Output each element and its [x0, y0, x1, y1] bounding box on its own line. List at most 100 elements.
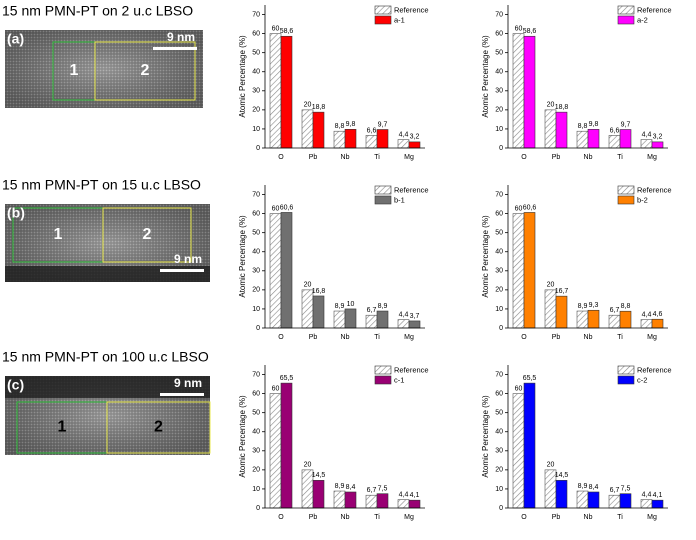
y-tick-label: 50	[252, 410, 260, 417]
value-label: 8,8	[578, 123, 588, 130]
value-label: 3,7	[410, 313, 420, 320]
y-tick-label: 70	[495, 191, 503, 198]
value-label: 20	[547, 102, 555, 109]
value-label: 20	[304, 282, 312, 289]
value-label: 6,6	[367, 127, 377, 134]
bar	[365, 494, 378, 509]
value-label: 4,4	[399, 131, 409, 138]
value-label: 65,5	[280, 375, 294, 382]
bar	[576, 490, 589, 509]
scale-bar-label: 9 nm	[167, 30, 195, 44]
value-label: 4,6	[653, 311, 663, 318]
y-tick-label: 70	[495, 11, 503, 18]
bar	[408, 141, 421, 149]
micrograph-shade	[5, 30, 203, 108]
region-label: 1	[54, 226, 63, 243]
bar	[587, 309, 600, 329]
x-tick-label: Ti	[617, 514, 623, 521]
legend-swatch	[374, 365, 392, 375]
value-label: 60	[515, 25, 523, 32]
bar	[544, 109, 557, 149]
y-tick-label: 20	[252, 467, 260, 474]
x-tick-label: Ti	[617, 334, 623, 341]
value-label: 3,2	[653, 134, 663, 141]
value-label: 8,4	[589, 484, 599, 491]
bar	[640, 139, 653, 149]
bar	[587, 129, 600, 149]
value-label: 58,6	[280, 28, 294, 35]
value-label: 4,4	[399, 311, 409, 318]
bar	[576, 310, 589, 329]
x-tick-label: Mg	[647, 154, 657, 161]
legend-swatch	[617, 5, 635, 15]
value-label: 9,8	[589, 121, 599, 128]
y-tick-label: 20	[495, 107, 503, 114]
y-tick-label: 50	[495, 50, 503, 57]
y-tick-label: 0	[499, 325, 503, 332]
value-label: 60	[272, 205, 280, 212]
bar	[397, 139, 410, 149]
y-tick-label: 10	[252, 126, 260, 133]
y-tick-label: 10	[495, 486, 503, 493]
bar	[312, 295, 325, 329]
panel-label: (b)	[7, 205, 25, 221]
value-label: 4,1	[653, 492, 663, 499]
x-tick-label: Ti	[374, 334, 380, 341]
value-label: 8,9	[578, 483, 588, 490]
y-tick-label: 30	[252, 268, 260, 275]
y-tick-label: 0	[256, 325, 260, 332]
y-tick-label: 40	[495, 69, 503, 76]
bar	[376, 310, 389, 329]
bar	[512, 33, 525, 149]
y-tick-label: 30	[252, 88, 260, 95]
legend-swatch	[617, 365, 635, 375]
legend-label: Reference	[637, 5, 672, 14]
region-box	[106, 401, 211, 454]
value-label: 9,3	[589, 302, 599, 309]
value-label: 65,5	[523, 375, 537, 382]
bar	[512, 393, 525, 509]
y-tick-label: 70	[495, 371, 503, 378]
region-label: 1	[58, 419, 67, 436]
y-tick-label: 0	[499, 145, 503, 152]
x-tick-label: Pb	[552, 514, 561, 521]
value-label: 6,7	[367, 487, 377, 494]
value-label: 4,4	[399, 491, 409, 498]
legend-label: c-2	[637, 375, 647, 384]
x-tick-label: Mg	[404, 334, 414, 341]
legend-swatch	[617, 15, 635, 25]
x-tick-label: Ti	[617, 154, 623, 161]
legend-label: Reference	[394, 5, 429, 14]
value-label: 9,7	[378, 121, 388, 128]
y-tick-label: 60	[252, 30, 260, 37]
y-tick-label: 10	[495, 126, 503, 133]
value-label: 4,4	[642, 311, 652, 318]
legend-label: Reference	[637, 365, 672, 374]
value-label: 18,8	[555, 104, 569, 111]
bar	[651, 141, 664, 149]
y-tick-label: 10	[252, 306, 260, 313]
value-label: 8,8	[335, 123, 345, 130]
value-label: 8,9	[378, 303, 388, 310]
bar	[312, 111, 325, 149]
y-tick-label: 20	[252, 287, 260, 294]
x-tick-label: Ti	[374, 154, 380, 161]
x-tick-label: O	[278, 514, 284, 521]
bar	[376, 129, 389, 149]
y-tick-label: 60	[495, 390, 503, 397]
value-label: 60,6	[523, 204, 537, 211]
y-axis-label: Atomic Percentage (%)	[238, 215, 247, 298]
y-tick-label: 50	[495, 230, 503, 237]
scale-bar	[160, 269, 204, 272]
value-label: 20	[547, 282, 555, 289]
region-label: 2	[141, 62, 150, 79]
legend-swatch	[374, 15, 392, 25]
y-axis-label: Atomic Percentage (%)	[238, 395, 247, 478]
scale-bar	[160, 393, 204, 396]
y-tick-label: 40	[495, 429, 503, 436]
y-axis-label: Atomic Percentage (%)	[481, 35, 490, 118]
x-tick-label: O	[278, 334, 284, 341]
y-tick-label: 50	[495, 410, 503, 417]
x-tick-label: Nb	[584, 334, 593, 341]
